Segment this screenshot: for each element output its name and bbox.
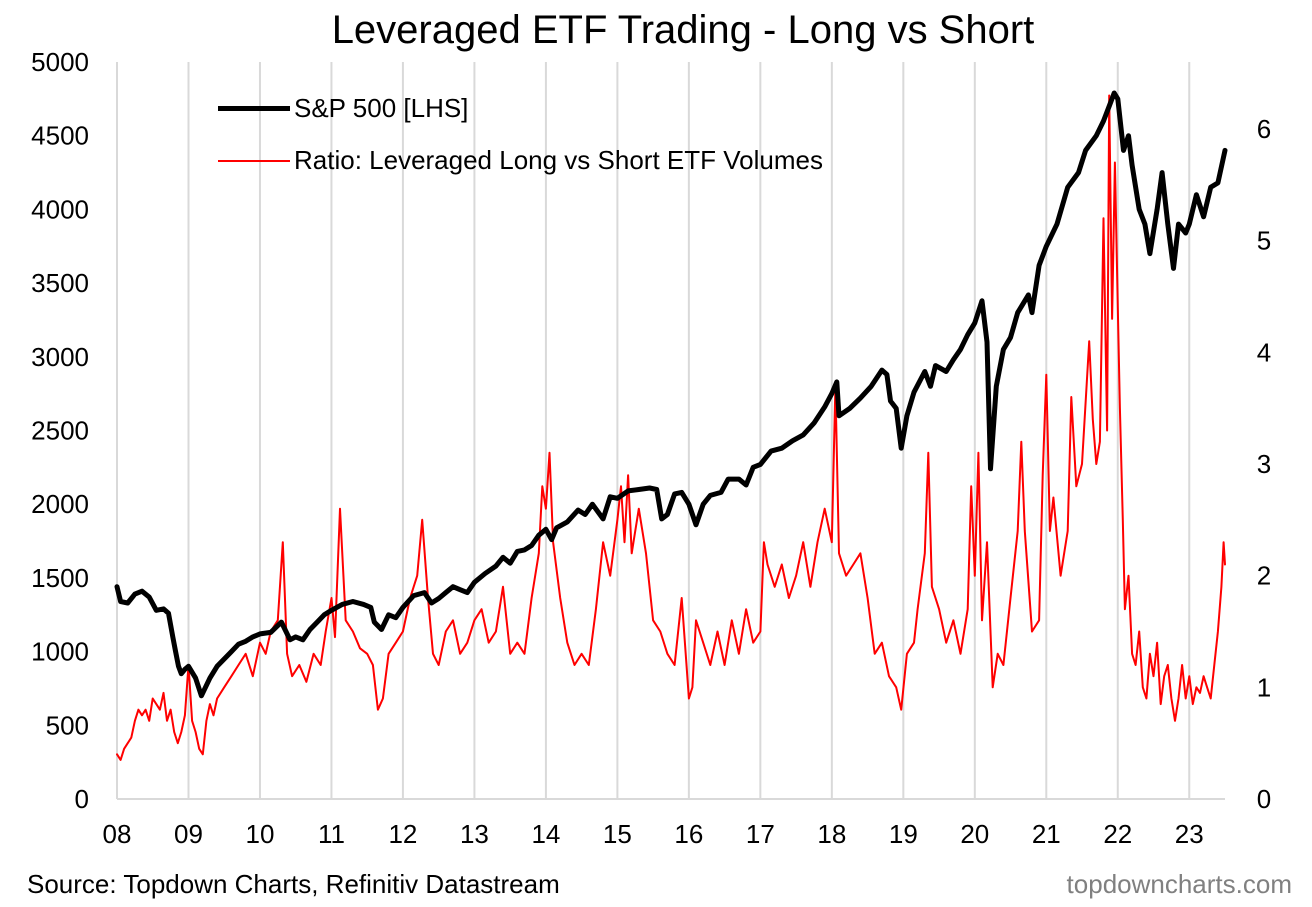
- legend-swatch-ratio: [218, 159, 290, 162]
- right-tick-label-4: 4: [1257, 337, 1271, 367]
- source-note: Source: Topdown Charts, Refinitiv Datast…: [27, 869, 560, 899]
- left-axis: 0 500 1000 1500 2000 2500 3000 3500 4000 4500 5000: [31, 47, 89, 814]
- left-tick-label-2000: 2000: [31, 489, 89, 519]
- right-tick-label-1: 1: [1257, 672, 1271, 702]
- left-tick-label-4000: 4000: [31, 194, 89, 224]
- x-tick-label-13: 13: [460, 819, 489, 849]
- legend-label-sp500: S&P 500 [LHS]: [294, 93, 469, 123]
- series-line-ratio: [116, 94, 1226, 761]
- x-tick-label-17: 17: [746, 819, 775, 849]
- x-tick-label-14: 14: [531, 819, 560, 849]
- x-tick-label-10: 10: [246, 819, 275, 849]
- x-tick-label-19: 19: [889, 819, 918, 849]
- left-tick-label-2500: 2500: [31, 416, 89, 446]
- x-tick-label-12: 12: [388, 819, 417, 849]
- x-tick-label-23: 23: [1175, 819, 1204, 849]
- left-tick-label-1000: 1000: [31, 637, 89, 667]
- left-tick-label-3000: 3000: [31, 342, 89, 372]
- right-tick-label-3: 3: [1257, 449, 1271, 479]
- x-tick-label-18: 18: [817, 819, 846, 849]
- brand-note: topdowncharts.com: [1066, 869, 1292, 899]
- x-tick-label-22: 22: [1103, 819, 1132, 849]
- left-tick-label-500: 500: [46, 710, 89, 740]
- left-tick-label-0: 0: [75, 784, 89, 814]
- right-tick-label-6: 6: [1257, 114, 1271, 144]
- x-tick-label-20: 20: [960, 819, 989, 849]
- left-tick-label-5000: 5000: [31, 47, 89, 77]
- right-axis: 0 1 2 3 4 5 6: [1257, 114, 1271, 814]
- legend-item-ratio: Ratio: Leveraged Long vs Short ETF Volum…: [218, 145, 823, 176]
- gridlines: [116, 62, 1225, 800]
- right-tick-label-0: 0: [1257, 784, 1271, 814]
- left-tick-label-3500: 3500: [31, 268, 89, 298]
- x-tick-label-11: 11: [318, 819, 345, 849]
- legend-label-ratio: Ratio: Leveraged Long vs Short ETF Volum…: [294, 145, 823, 175]
- right-tick-label-2: 2: [1257, 561, 1271, 591]
- series-layer: [114, 90, 1228, 761]
- right-tick-label-5: 5: [1257, 226, 1271, 256]
- series-line-sp500: [114, 90, 1228, 699]
- legend-item-sp500: S&P 500 [LHS]: [218, 93, 468, 124]
- x-tick-label-15: 15: [603, 819, 632, 849]
- x-axis: 08 09 10 11 12 13 14 15 16 17 18 19 20 21 22 23: [103, 819, 1204, 849]
- x-tick-label-21: 21: [1032, 819, 1061, 849]
- left-tick-label-4500: 4500: [31, 121, 89, 151]
- x-tick-label-09: 09: [174, 819, 203, 849]
- x-tick-label-08: 08: [103, 819, 132, 849]
- x-tick-label-16: 16: [674, 819, 703, 849]
- chart-title: Leveraged ETF Trading - Long vs Short: [331, 8, 1035, 52]
- legend-swatch-sp500: [218, 106, 290, 111]
- left-tick-label-1500: 1500: [31, 563, 89, 593]
